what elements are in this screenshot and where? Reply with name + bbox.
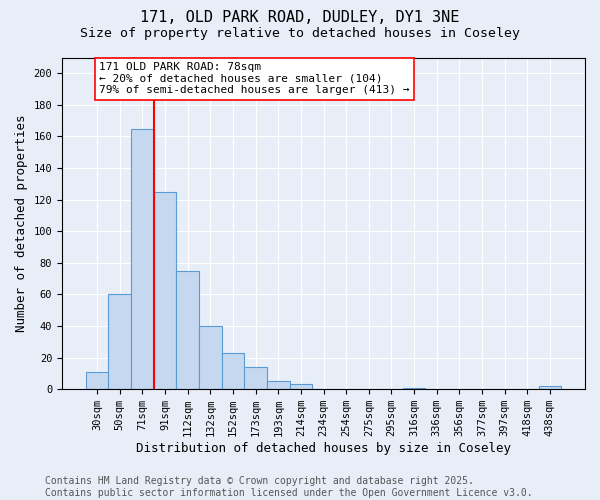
Bar bbox=[221, 353, 244, 389]
Bar bbox=[290, 384, 312, 389]
Bar bbox=[109, 294, 131, 389]
Bar bbox=[154, 192, 176, 389]
X-axis label: Distribution of detached houses by size in Coseley: Distribution of detached houses by size … bbox=[136, 442, 511, 455]
Bar bbox=[539, 386, 561, 389]
Bar bbox=[176, 271, 199, 389]
Bar bbox=[86, 372, 109, 389]
Text: Contains HM Land Registry data © Crown copyright and database right 2025.
Contai: Contains HM Land Registry data © Crown c… bbox=[45, 476, 533, 498]
Text: Size of property relative to detached houses in Coseley: Size of property relative to detached ho… bbox=[80, 28, 520, 40]
Bar bbox=[267, 382, 290, 389]
Text: 171, OLD PARK ROAD, DUDLEY, DY1 3NE: 171, OLD PARK ROAD, DUDLEY, DY1 3NE bbox=[140, 10, 460, 25]
Bar bbox=[199, 326, 221, 389]
Text: 171 OLD PARK ROAD: 78sqm
← 20% of detached houses are smaller (104)
79% of semi-: 171 OLD PARK ROAD: 78sqm ← 20% of detach… bbox=[100, 62, 410, 96]
Y-axis label: Number of detached properties: Number of detached properties bbox=[15, 114, 28, 332]
Bar bbox=[244, 367, 267, 389]
Bar bbox=[131, 128, 154, 389]
Bar bbox=[403, 388, 425, 389]
